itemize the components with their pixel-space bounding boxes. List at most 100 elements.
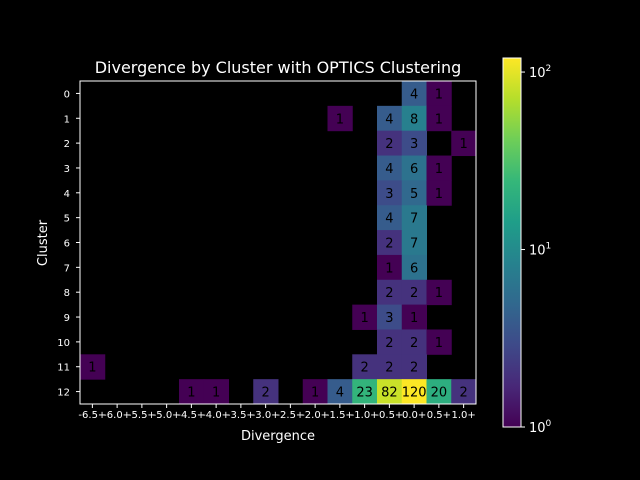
cell-value-label: 120 (402, 386, 427, 401)
cell-value-label: 2 (385, 286, 393, 301)
cell-value-label: 1 (187, 386, 195, 401)
cell-value-label: 2 (385, 336, 393, 351)
x-tick-label: -3.5+ (227, 410, 255, 421)
heatmap-cell (377, 354, 403, 380)
heatmap-cell (401, 205, 427, 231)
y-axis-label: Cluster (36, 219, 51, 266)
cell-value-label: 1 (435, 336, 443, 351)
x-tick-label: -0.5+ (375, 410, 403, 421)
heatmap-cell (426, 155, 452, 181)
cell-value-label: 3 (385, 187, 393, 202)
heatmap-cell (377, 279, 403, 306)
x-tick-label: -1.0+ (351, 410, 379, 421)
cell-value-label: 2 (410, 336, 418, 351)
heatmap-cell (327, 105, 353, 132)
x-tick-label: -5.5+ (128, 410, 156, 421)
x-tick-label: -5.0+ (153, 410, 181, 421)
heatmap-cell (401, 230, 427, 256)
x-tick-label: 0.0+ (402, 410, 426, 421)
cell-value-label: 4 (410, 87, 418, 102)
heatmap-cell (401, 130, 427, 157)
cell-value-label: 6 (410, 162, 418, 177)
heatmap-cell (377, 254, 403, 281)
y-tick-label: 9 (64, 313, 70, 324)
heatmap-cell (401, 155, 427, 181)
heatmap-cell (352, 304, 378, 330)
heatmap-cell (401, 105, 427, 132)
x-tick-label: -2.5+ (276, 410, 304, 421)
heatmap-cell (426, 81, 452, 107)
cell-value-label: 4 (385, 162, 393, 177)
y-tick-label: 5 (64, 214, 70, 225)
cell-value-label: 1 (212, 386, 220, 401)
heatmap-cell (377, 180, 403, 206)
heatmap-cell (401, 180, 427, 206)
heatmap-cell (401, 354, 427, 380)
heatmap-cell (426, 180, 452, 206)
x-tick-label: -1.5+ (326, 410, 354, 421)
heatmap-cell (352, 379, 378, 405)
heatmap-cell (401, 279, 427, 306)
heatmap-cell (302, 379, 328, 405)
colorbar (502, 57, 522, 428)
cell-value-label: 2 (261, 386, 269, 401)
cell-value-label: 2 (360, 361, 368, 376)
x-tick-label: -4.5+ (177, 410, 205, 421)
cell-value-label: 1 (459, 137, 467, 152)
heatmap-cell (401, 254, 427, 281)
chart-title: Divergence by Cluster with OPTICS Cluste… (95, 58, 462, 77)
heatmap-cell (426, 105, 452, 132)
y-tick-label: 7 (64, 263, 70, 274)
heatmap-cell (377, 379, 403, 405)
cell-value-label: 3 (410, 137, 418, 152)
heatmap-cell (179, 379, 205, 405)
cell-value-label: 4 (385, 212, 393, 227)
y-tick-label: 1 (64, 114, 70, 125)
cell-value-label: 6 (410, 261, 418, 276)
cell-value-label: 1 (435, 286, 443, 301)
cell-value-label: 5 (410, 187, 418, 202)
cell-value-label: 8 (410, 112, 418, 127)
cell-value-label: 20 (431, 386, 448, 401)
y-tick-label: 2 (64, 139, 70, 150)
cell-value-label: 1 (435, 187, 443, 202)
colorbar-tick-label: 102 (529, 64, 551, 81)
heatmap-cell (80, 354, 106, 380)
cell-value-label: 1 (336, 112, 344, 127)
heatmap-cell (377, 304, 403, 330)
cell-value-label: 7 (410, 237, 418, 252)
heatmap-cell (377, 205, 403, 231)
cell-value-label: 1 (435, 87, 443, 102)
colorbar-tick-label: 100 (529, 419, 552, 436)
heatmap-cell (426, 279, 452, 306)
heatmap-cell (451, 379, 477, 405)
heatmap-cell (401, 379, 427, 405)
colorbar-tick-label: 101 (529, 242, 551, 259)
cell-value-label: 1 (435, 112, 443, 127)
cell-value-label: 3 (385, 311, 393, 326)
cell-value-label: 1 (311, 386, 319, 401)
cell-value-label: 2 (385, 237, 393, 252)
heatmap-cell (401, 329, 427, 355)
y-tick-label: 4 (64, 189, 70, 200)
cell-value-label: 2 (459, 386, 467, 401)
cell-value-label: 2 (410, 361, 418, 376)
x-tick-label: 1.0+ (451, 410, 475, 421)
heatmap-cell (352, 354, 378, 380)
y-tick-label: 11 (57, 363, 70, 374)
cell-value-label: 4 (336, 386, 344, 401)
y-tick-label: 0 (64, 89, 70, 100)
cell-value-label: 1 (435, 162, 443, 177)
heatmap-cell (401, 304, 427, 330)
y-tick-label: 8 (64, 288, 70, 299)
heatmap-cell (203, 379, 229, 405)
heatmap-cell (377, 329, 403, 355)
x-tick-label: -6.5+ (78, 410, 106, 421)
heatmap-cell (426, 379, 452, 405)
x-tick-label: -3.0+ (252, 410, 280, 421)
heatmap-cell (327, 379, 353, 405)
heatmap-cell (377, 155, 403, 181)
cell-value-label: 2 (410, 286, 418, 301)
cell-value-label: 2 (385, 361, 393, 376)
